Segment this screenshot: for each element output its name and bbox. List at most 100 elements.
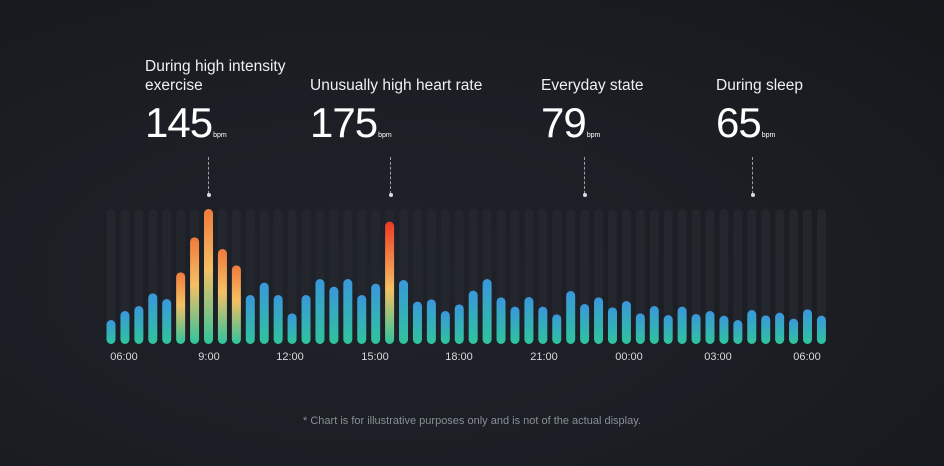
pointer-line [206,157,211,197]
heart-rate-bar [120,311,130,344]
heart-rate-bar [775,312,785,344]
heart-rate-bar [635,313,645,344]
bar-track [120,209,130,344]
heart-rate-bar [789,318,799,344]
heart-rate-bar [190,237,200,344]
heart-rate-bar [315,279,325,344]
heart-rate-bar [621,301,631,344]
heart-rate-bar [176,272,186,344]
heart-rate-bar [273,295,283,344]
heart-rate-bar [454,304,464,344]
bar-track [747,209,757,344]
heart-rate-bar [816,315,826,344]
annotation-sleep: During sleep 65bpm [716,76,886,145]
annotation-label: During high intensity exercise [145,58,286,94]
heart-rate-bar [538,306,548,344]
heart-rate-bar [677,306,687,344]
heart-rate-bar [705,311,715,344]
heart-rate-bar [580,304,590,344]
bar-track [816,209,826,344]
bpm-value: 65 [716,99,762,146]
heart-rate-bar [566,291,576,344]
heart-rate-bar [245,295,255,344]
heart-rate-bar [148,293,158,344]
bar-track [440,209,450,344]
heart-rate-bar [496,297,506,344]
bar-track [663,209,673,344]
heart-rate-bar [552,314,562,344]
bar-track [635,209,645,344]
heart-rate-bar [217,249,227,344]
annotation-high-heart-rate: Unusually high heart rate 175bpm [310,76,510,145]
x-tick-label: 15:00 [361,351,389,363]
pointer-line [388,157,393,197]
bpm-unit: bpm [378,132,392,139]
heart-rate-bar [259,282,269,344]
bar-track [106,209,116,344]
heart-rate-bar [803,309,812,344]
heart-rate-bar [440,311,450,344]
pointer-line [750,157,755,197]
annotation-label: Unusually high heart rate [310,77,483,94]
annotation-value: 175bpm [310,101,392,158]
x-tick-label: 06:00 [793,351,821,363]
heart-rate-bar [761,315,771,344]
heart-rate-bar [385,221,395,344]
heart-rate-bar [106,320,116,344]
heart-rate-bar [468,290,478,344]
heart-rate-bar [357,295,367,344]
heart-rate-bar [412,301,422,344]
heart-rate-bar [607,307,617,344]
bpm-value: 79 [541,99,587,146]
heart-rate-bar [343,279,353,344]
footnote: * Chart is for illustrative purposes onl… [303,415,641,427]
heart-rate-bar [649,306,659,344]
pointer-line [582,157,587,197]
bar-track [775,209,785,344]
x-tick-label: 18:00 [445,351,473,363]
annotation-value: 79bpm [541,101,600,158]
bar-track [552,209,562,344]
bpm-value: 175 [310,99,378,146]
heart-rate-bar [594,297,604,344]
annotation-value: 145bpm [145,101,227,158]
heart-rate-bar [231,265,241,344]
bar-track [691,209,701,344]
heart-rate-bar [399,280,409,344]
annotation-value: 65bpm [716,101,775,158]
bar-track [705,209,715,344]
heart-rate-bar [747,310,757,344]
annotation-label: Everyday state [541,77,644,94]
heart-rate-bar [719,315,729,344]
annotation-label: During sleep [716,77,804,94]
x-tick-label: 21:00 [530,351,558,363]
heart-rate-bar [371,283,381,344]
bar-track [789,209,799,344]
bpm-value: 145 [145,99,213,146]
heart-rate-bar [733,320,743,344]
bpm-unit: bpm [761,132,776,139]
x-tick-label: 9:00 [198,351,220,363]
annotation-everyday: Everyday state 79bpm [541,76,711,145]
x-tick-label: 03:00 [704,351,732,363]
x-tick-label: 06:00 [110,351,138,363]
annotation-high-intensity: During high intensity exercise 145bpm [145,57,315,145]
heart-rate-bar [510,306,520,344]
heart-rate-bar [204,209,214,344]
heart-rate-bar [301,295,311,344]
heart-rate-bar [426,299,436,344]
heart-rate-bar [663,315,673,344]
heart-rate-bar [329,286,339,344]
heart-rate-bar [162,299,172,344]
heart-rate-bar [524,297,534,344]
heart-rate-bar [134,306,144,344]
bpm-unit: bpm [213,132,227,139]
heart-rate-bar [691,314,701,344]
bar-track [733,209,743,344]
bar-track [761,209,771,344]
x-tick-label: 00:00 [615,351,643,363]
x-tick-label: 12:00 [276,351,304,363]
bar-track [287,209,297,344]
bar-track [719,209,729,344]
